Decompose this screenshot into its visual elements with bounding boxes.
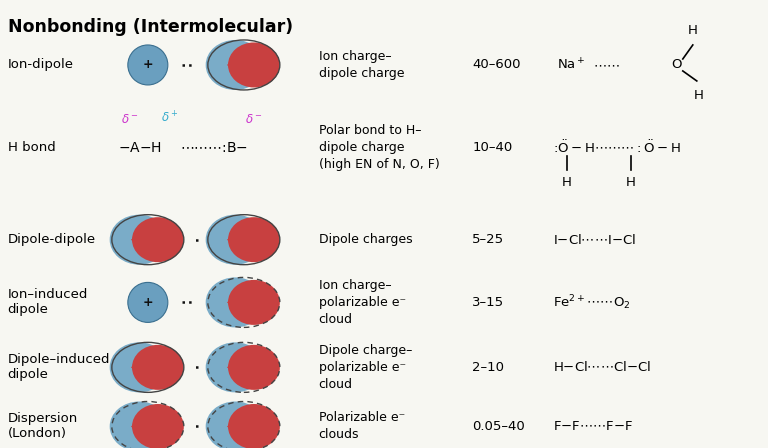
Text: +: + [143,58,153,72]
Ellipse shape [206,401,265,448]
Text: Dipole charge–
polarizable e⁻
cloud: Dipole charge– polarizable e⁻ cloud [319,344,412,391]
Text: $\delta^-$: $\delta^-$ [245,113,263,126]
Ellipse shape [228,280,280,325]
Text: H bond: H bond [8,141,55,155]
Ellipse shape [228,345,280,390]
Text: :$\rm\ddot{O}-H{\cdots}{\cdots}{\cdots}:\ddot{O}-H$: :$\rm\ddot{O}-H{\cdots}{\cdots}{\cdots}:… [553,139,680,156]
Text: $\delta^+$: $\delta^+$ [161,111,179,126]
Text: 5–25: 5–25 [472,233,505,246]
Text: Ion charge–
polarizable e⁻
cloud: Ion charge– polarizable e⁻ cloud [319,279,406,326]
Text: Ion charge–
dipole charge: Ion charge– dipole charge [319,50,404,80]
Text: F$-$F$\cdots\cdots$F$-$F: F$-$F$\cdots\cdots$F$-$F [553,420,633,433]
Text: H$-$Cl$\cdots\cdots$Cl$-$Cl: H$-$Cl$\cdots\cdots$Cl$-$Cl [553,360,651,375]
Ellipse shape [206,277,265,327]
Text: $\cdots\cdots$: $\cdots\cdots$ [593,58,620,72]
Text: Polarizable e⁻
clouds: Polarizable e⁻ clouds [319,412,405,441]
Text: $\delta^-$: $\delta^-$ [121,113,139,126]
Text: $-$A$-$H: $-$A$-$H [118,141,161,155]
Text: Nonbonding (Intermolecular): Nonbonding (Intermolecular) [8,18,293,36]
Text: 40–600: 40–600 [472,58,521,72]
Text: H: H [688,24,698,37]
Text: O: O [670,58,681,72]
Circle shape [127,282,168,323]
Text: Dipole charges: Dipole charges [319,233,412,246]
Text: H: H [694,89,703,102]
Text: Dispersion
(London): Dispersion (London) [8,413,78,440]
Ellipse shape [132,217,184,262]
Ellipse shape [228,43,280,87]
Ellipse shape [110,401,169,448]
Text: 3–15: 3–15 [472,296,505,309]
Text: +: + [143,296,153,309]
Ellipse shape [110,342,169,392]
Text: Ion–induced
dipole: Ion–induced dipole [8,289,88,316]
Text: Ion-dipole: Ion-dipole [8,58,74,72]
Text: $\cdots\cdots\cdots$:B$-$: $\cdots\cdots\cdots$:B$-$ [180,141,248,155]
Ellipse shape [132,345,184,390]
Circle shape [127,45,168,85]
Ellipse shape [206,342,265,392]
Text: Dipole–induced
dipole: Dipole–induced dipole [8,353,110,381]
Ellipse shape [228,404,280,448]
Ellipse shape [228,217,280,262]
Ellipse shape [110,215,169,265]
Text: 2–10: 2–10 [472,361,505,374]
Text: H: H [626,176,636,189]
Text: Dipole-dipole: Dipole-dipole [8,233,96,246]
Text: Fe$^{2+}$$\cdots\cdots$O$_2$: Fe$^{2+}$$\cdots\cdots$O$_2$ [553,293,631,312]
Text: Polar bond to H–
dipole charge
(high EN of N, O, F): Polar bond to H– dipole charge (high EN … [319,125,439,171]
Text: 10–40: 10–40 [472,141,512,155]
Ellipse shape [206,40,265,90]
Text: I$-$Cl$\cdots\cdots$I$-$Cl: I$-$Cl$\cdots\cdots$I$-$Cl [553,233,636,247]
Text: 0.05–40: 0.05–40 [472,420,525,433]
Ellipse shape [206,215,265,265]
Text: Na$^+$: Na$^+$ [557,57,585,73]
Text: H: H [562,176,571,189]
Ellipse shape [132,404,184,448]
